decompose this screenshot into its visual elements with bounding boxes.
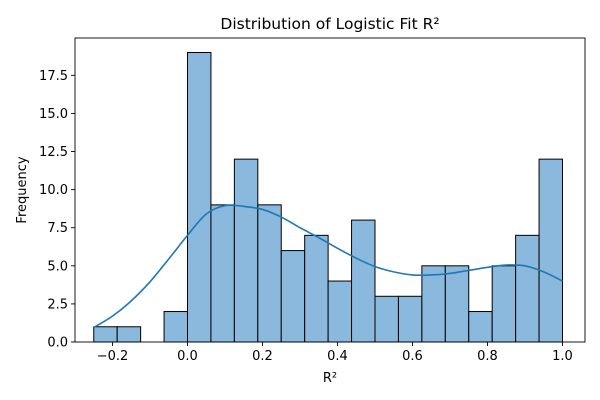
x-tick-label: 0.4 xyxy=(327,349,348,364)
y-tick-label: 10.0 xyxy=(39,183,68,198)
histogram-bars xyxy=(93,51,563,343)
x-tick-label: 0.0 xyxy=(177,349,198,364)
histogram-bar xyxy=(444,265,470,343)
x-tick-label: 0.8 xyxy=(477,349,498,364)
histogram-bar xyxy=(93,326,118,343)
histogram-bar xyxy=(351,219,376,343)
x-axis-ticks: −0.2 0.0 0.2 0.4 0.6 0.8 1.0 xyxy=(97,342,573,364)
histogram-bar xyxy=(210,204,235,343)
histogram-bar xyxy=(421,265,446,343)
x-tick-label: 1.0 xyxy=(552,349,573,364)
histogram-bar xyxy=(257,204,282,343)
y-axis-title: Frequency xyxy=(15,156,30,223)
histogram-bar xyxy=(304,234,329,343)
y-tick-label: 5.0 xyxy=(47,259,68,274)
y-tick-label: 2.5 xyxy=(47,297,68,312)
y-tick-label: 0.0 xyxy=(47,336,68,351)
y-tick-label: 7.5 xyxy=(47,221,68,236)
y-axis-ticks: 0.0 2.5 5.0 7.5 10.0 12.5 15.0 17.5 xyxy=(39,69,75,351)
histogram-bar xyxy=(397,295,423,343)
y-tick-label: 15.0 xyxy=(39,107,68,122)
chart-title: Distribution of Logistic Fit R² xyxy=(220,15,439,33)
histogram-bar xyxy=(538,158,563,343)
histogram-bar xyxy=(374,295,399,343)
x-tick-label: 0.6 xyxy=(402,349,423,364)
histogram-bar xyxy=(327,280,353,343)
histogram-bar xyxy=(187,51,212,343)
kde-curve xyxy=(93,204,563,329)
histogram-bar xyxy=(116,326,142,343)
histogram-bar xyxy=(491,265,517,343)
x-axis-title: R² xyxy=(323,371,337,386)
histogram-bar xyxy=(233,158,259,343)
x-tick-label: −0.2 xyxy=(97,349,129,364)
histogram-bar xyxy=(280,250,306,343)
histogram-bar xyxy=(515,234,540,343)
x-tick-label: 0.2 xyxy=(252,349,273,364)
histogram-bar xyxy=(468,311,493,343)
y-tick-label: 17.5 xyxy=(39,69,68,84)
histogram-bar xyxy=(163,311,188,343)
y-tick-label: 12.5 xyxy=(39,145,68,160)
